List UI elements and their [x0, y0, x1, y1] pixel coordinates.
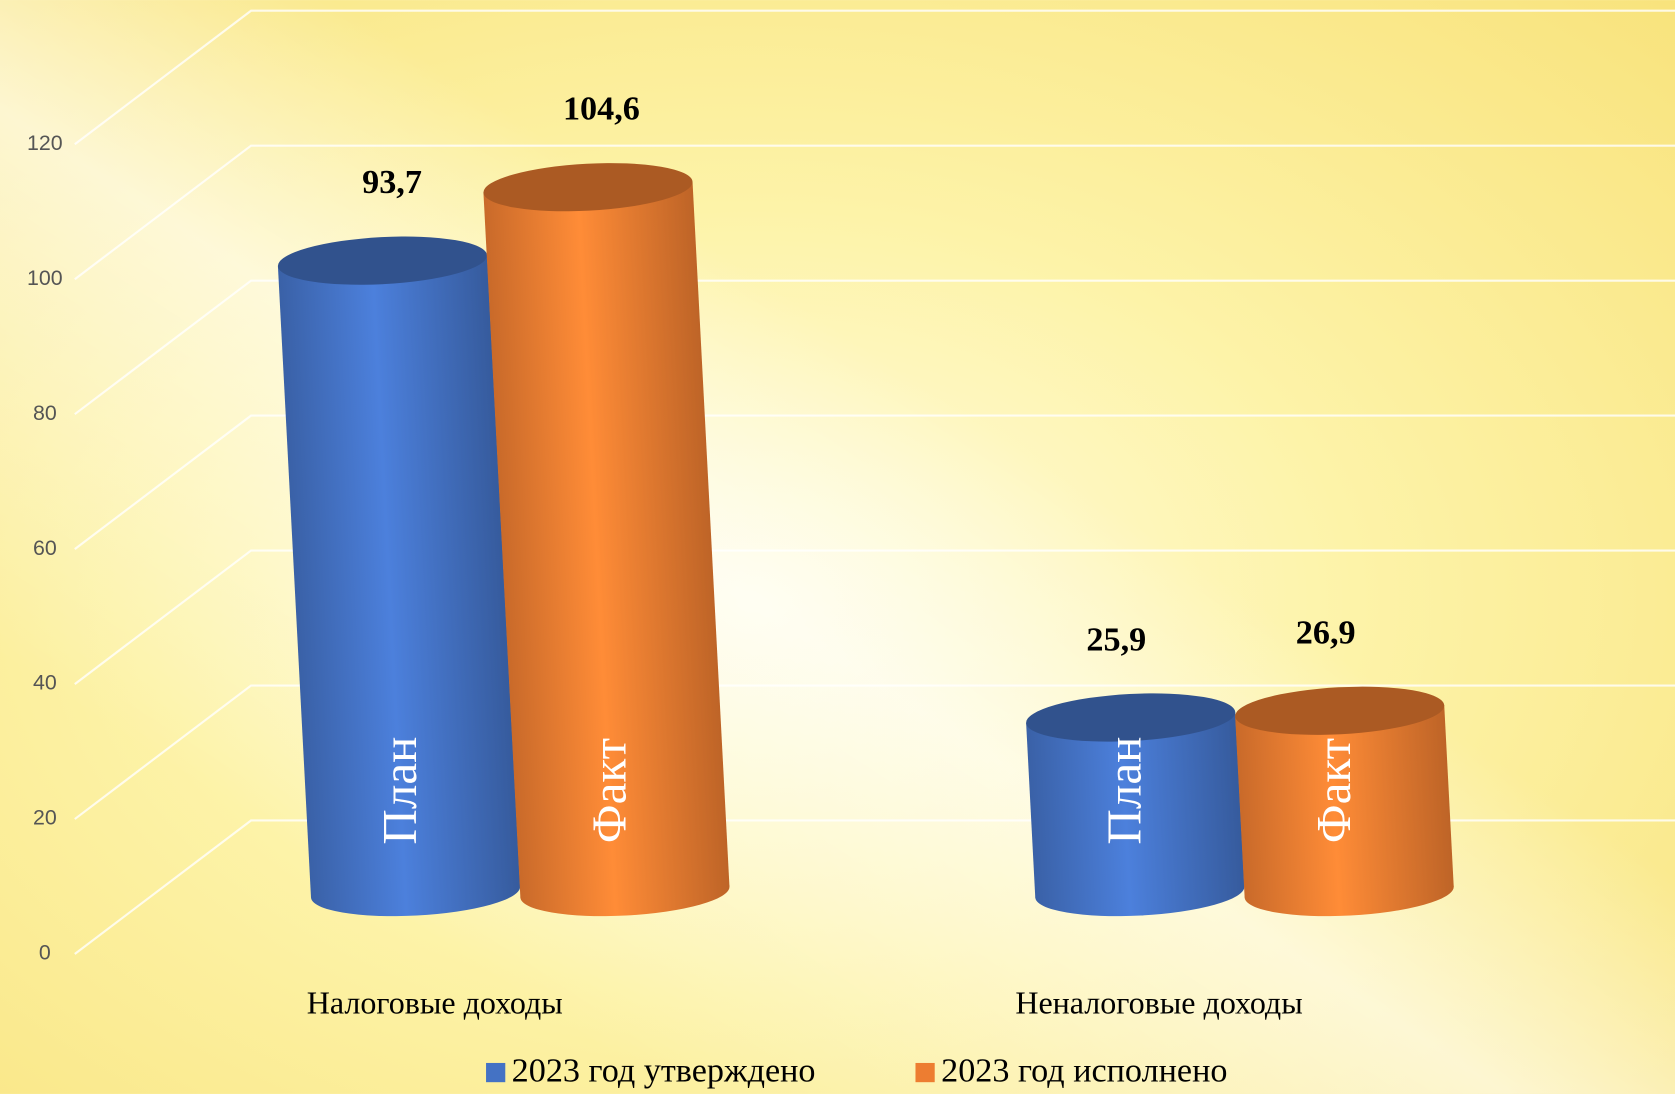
x-tick-label: Налоговые доходы: [307, 985, 563, 1021]
x-tick-label: Неналоговые доходы: [1015, 985, 1302, 1021]
grid-line: [74, 279, 1675, 416]
y-tick-label: 20: [33, 806, 57, 830]
bar-inner-label: План: [1096, 737, 1151, 845]
bar-inner-label: Факт: [582, 738, 637, 843]
bar: [277, 236, 521, 917]
data-label: 104,6: [563, 90, 640, 127]
grid-line: [74, 549, 1675, 685]
grid-line: [74, 414, 1675, 550]
bar-body: [1235, 705, 1454, 898]
grid-line: [74, 9, 1675, 146]
y-tick-label: 120: [27, 131, 63, 155]
bar: [1026, 693, 1245, 917]
y-tick-label: 40: [33, 671, 57, 695]
y-tick-label: 60: [33, 536, 57, 560]
bar-body: [1026, 712, 1245, 898]
legend-label: 2023 год утверждено: [512, 1052, 816, 1089]
bar: [483, 163, 730, 917]
data-label: 93,7: [362, 164, 422, 201]
bar-body: [277, 255, 521, 898]
bar-inner-label: План: [372, 737, 427, 845]
bar-top: [1235, 686, 1445, 735]
data-label: 25,9: [1086, 621, 1146, 658]
legend-label: 2023 год исполнено: [941, 1052, 1227, 1089]
y-tick-label: 100: [27, 266, 63, 290]
y-tick-label: 0: [39, 941, 51, 965]
legend-swatch: [486, 1062, 506, 1083]
bar-inner-label: Факт: [1306, 738, 1361, 843]
grid-line: [74, 684, 1675, 820]
data-label: 26,9: [1296, 615, 1356, 652]
bar-top: [1026, 693, 1236, 742]
bar-top: [483, 163, 693, 212]
legend-swatch: [915, 1062, 935, 1083]
grid-line: [74, 144, 1675, 281]
y-tick-label: 80: [33, 401, 57, 425]
bar-body: [483, 181, 730, 898]
bar: [1235, 686, 1454, 917]
bar-top: [277, 236, 488, 285]
